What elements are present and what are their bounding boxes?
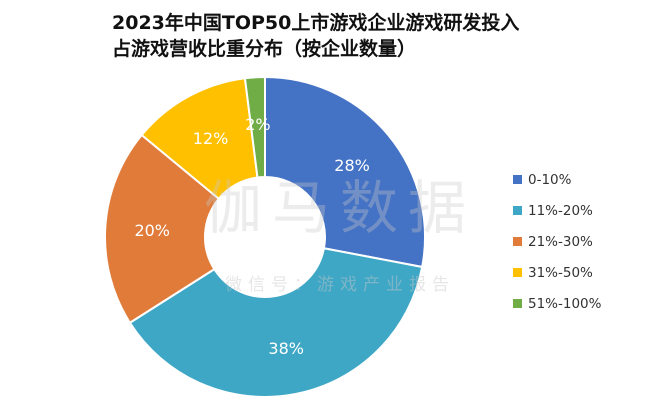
data-label-31%-50%: 12% — [193, 129, 229, 148]
legend-item-21%-30%: 21%-30% — [513, 226, 601, 257]
chart-title-line2: 占游戏营收比重分布（按企业数量） — [112, 38, 417, 60]
legend-item-11%-20%: 11%-20% — [513, 195, 601, 226]
chart-title-line1: 2023年中国TOP50上市游戏企业游戏研发投入 — [112, 12, 520, 34]
data-label-51%-100%: 2% — [245, 115, 270, 134]
legend-swatch — [513, 299, 522, 308]
legend-item-31%-50%: 31%-50% — [513, 257, 601, 288]
donut-slice-21%-30% — [104, 133, 221, 325]
legend-label: 0-10% — [528, 171, 572, 188]
chart-legend: 0-10% 11%-20% 21%-30% 31%-50% 51%-100% — [513, 164, 601, 319]
watermark-main: 伽马数据 — [204, 174, 476, 242]
legend-label: 21%-30% — [528, 233, 593, 250]
chart-title: 2023年中国TOP50上市游戏企业游戏研发投入 占游戏营收比重分布（按企业数量… — [112, 10, 519, 62]
donut-slices — [104, 75, 426, 398]
legend-label: 11%-20% — [528, 202, 593, 219]
legend-swatch — [513, 237, 522, 246]
data-label-0-10%: 28% — [334, 156, 370, 175]
legend-swatch — [513, 175, 522, 184]
donut-slice-0-10% — [264, 75, 426, 269]
donut-slice-11%-20% — [128, 247, 424, 398]
legend-label: 51%-100% — [528, 295, 602, 312]
data-label-11%-20%: 38% — [268, 339, 304, 358]
watermark-sub: 微信号：游戏产业报告 — [225, 275, 455, 295]
donut-data-labels: 28% 38% 20% 12% 2% — [134, 115, 369, 358]
legend-swatch — [513, 206, 522, 215]
data-label-21%-30%: 20% — [134, 221, 170, 240]
legend-item-51%-100%: 51%-100% — [513, 288, 601, 319]
donut-slice-51%-100% — [243, 75, 266, 179]
legend-swatch — [513, 268, 522, 277]
legend-item-0-10%: 0-10% — [513, 164, 601, 195]
legend-label: 31%-50% — [528, 264, 593, 281]
